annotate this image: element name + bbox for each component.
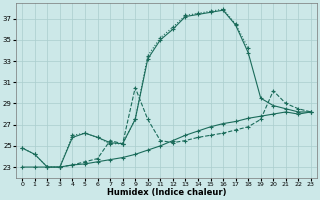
X-axis label: Humidex (Indice chaleur): Humidex (Indice chaleur) (107, 188, 226, 197)
